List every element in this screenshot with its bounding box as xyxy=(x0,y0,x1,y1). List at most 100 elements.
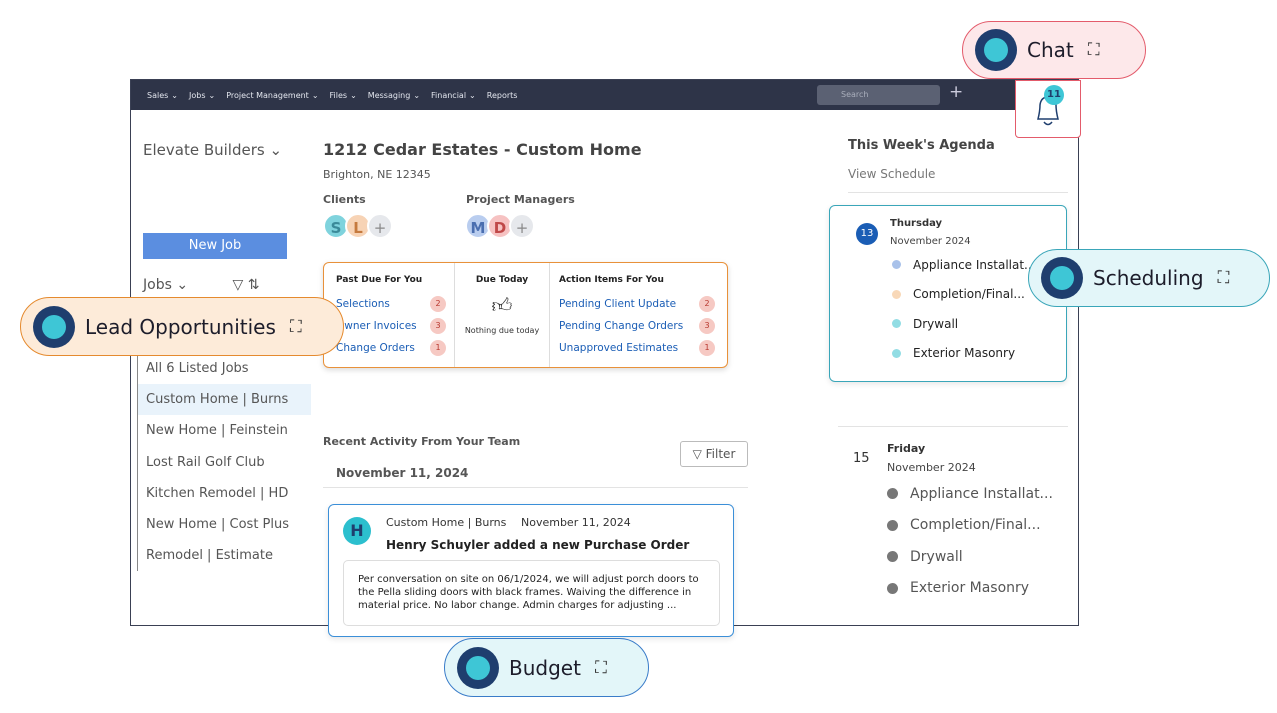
summary-link: Change Orders xyxy=(336,342,415,354)
chat-icon xyxy=(975,29,1017,71)
jobs-label: Jobs xyxy=(143,277,172,293)
notification-count: 11 xyxy=(1044,85,1064,105)
summary-row[interactable]: Owner Invoices 3 xyxy=(336,315,446,337)
add-avatar[interactable]: + xyxy=(367,213,393,239)
nav-item[interactable]: Project Management xyxy=(226,91,318,100)
card-job: Custom Home | Burns xyxy=(386,516,507,529)
agenda-item-label: Drywall xyxy=(913,316,959,331)
status-dot xyxy=(892,289,901,299)
job-item[interactable]: New Home | Cost Plus xyxy=(146,516,290,532)
company-text: Elevate Builders xyxy=(143,141,265,159)
agenda-item[interactable]: Exterior Masonry xyxy=(892,339,1062,369)
agenda-item-label: Completion/Final... xyxy=(913,287,1025,302)
summary-row[interactable]: Change Orders 1 xyxy=(336,337,446,359)
job-title: 1212 Cedar Estates - Custom Home xyxy=(323,140,642,159)
summary-row[interactable]: Pending Change Orders 3 xyxy=(559,315,715,337)
due-today: Due Today 👍︎ Nothing due today xyxy=(454,263,550,367)
card-date: November 11, 2024 xyxy=(521,516,631,529)
budget-badge[interactable]: Budget ⛶ xyxy=(444,638,649,697)
day-number: 13 xyxy=(856,223,878,245)
agenda-item-label: Completion/Final... xyxy=(910,517,1041,534)
activity-card[interactable]: H Custom Home | Burns November 11, 2024 … xyxy=(328,504,734,637)
action-items-title: Action Items For You xyxy=(559,275,664,285)
nav-item[interactable]: Messaging xyxy=(368,91,420,100)
client-avatars: S L + xyxy=(323,213,393,239)
summary-panel: Past Due For You Selections 2 Owner Invoice… xyxy=(323,262,728,368)
agenda-item-label: Exterior Masonry xyxy=(910,580,1030,597)
filter-button[interactable]: ▽ Filter xyxy=(680,441,748,467)
status-dot xyxy=(887,551,898,563)
count-badge: 3 xyxy=(699,318,715,334)
summary-link: Unapproved Estimates xyxy=(559,342,679,354)
job-item[interactable]: All 6 Listed Jobs xyxy=(146,361,249,376)
thumb-icon: 👍︎ xyxy=(491,293,513,317)
agenda-day: 15 Friday November 2024 Appliance Installat… xyxy=(829,432,1067,612)
clients-label: Clients xyxy=(323,193,366,206)
avatar: L xyxy=(345,213,371,239)
job-item[interactable]: Custom Home | Burns xyxy=(138,384,311,416)
add-button[interactable]: + xyxy=(949,82,964,102)
job-item[interactable]: Remodel | Estimate xyxy=(146,548,273,564)
avatar: S xyxy=(323,213,349,239)
status-dot xyxy=(892,319,901,329)
count-badge: 1 xyxy=(430,340,446,356)
action-items: Action Items For You Pending Client Updat… xyxy=(559,263,715,367)
agenda-item[interactable]: Exterior Masonry xyxy=(887,573,1057,605)
company-name[interactable]: Elevate Builders ⌄ xyxy=(143,141,283,159)
nav-item[interactable]: Sales xyxy=(147,91,178,100)
status-dot xyxy=(887,488,898,500)
count-badge: 2 xyxy=(699,296,715,312)
agenda-item[interactable]: Completion/Final... xyxy=(892,280,1062,310)
divider xyxy=(838,426,1068,427)
lead-badge[interactable]: Lead Opportunities ⛶ xyxy=(20,297,344,356)
nav-item[interactable]: Files xyxy=(330,91,357,100)
agenda-item[interactable]: Drywall xyxy=(887,541,1057,573)
agenda-item[interactable]: Appliance Installat... xyxy=(892,250,1062,280)
agenda-item-label: Appliance Installat... xyxy=(910,485,1053,502)
month: November 2024 xyxy=(890,236,971,247)
count-badge: 2 xyxy=(430,296,446,312)
agenda-item-label: Exterior Masonry xyxy=(913,346,1016,361)
summary-link: Owner Invoices xyxy=(336,320,417,332)
avatar: D xyxy=(487,213,513,239)
card-headline: Henry Schuyler added a new Purchase Orde… xyxy=(386,538,690,552)
due-today-text: Nothing due today xyxy=(464,326,540,335)
scheduling-label: Scheduling xyxy=(1093,266,1204,290)
job-item[interactable]: Kitchen Remodel | HD xyxy=(146,485,289,501)
summary-row[interactable]: Unapproved Estimates 1 xyxy=(559,337,715,359)
summary-row[interactable]: Selections 2 xyxy=(336,293,446,315)
new-job-button[interactable]: New Job xyxy=(143,233,287,259)
agenda-item[interactable]: Completion/Final... xyxy=(887,510,1057,542)
nav-item[interactable]: Reports xyxy=(486,90,518,100)
chat-badge[interactable]: Chat ⛶ xyxy=(962,21,1146,79)
month: November 2024 xyxy=(887,461,976,474)
divider xyxy=(848,192,1068,193)
agenda-item[interactable]: Appliance Installat... xyxy=(887,478,1057,510)
status-dot xyxy=(892,348,901,358)
count-badge: 1 xyxy=(699,340,715,356)
jobs-dropdown[interactable]: Jobs ⌄ ▽ ⇅ xyxy=(143,277,260,293)
search-box[interactable]: Search xyxy=(817,85,940,105)
scheduling-badge[interactable]: Scheduling ⛶ xyxy=(1028,249,1270,307)
view-schedule[interactable]: View Schedule xyxy=(848,167,936,181)
weekday: Thursday xyxy=(890,218,943,229)
agenda-item[interactable]: Drywall xyxy=(892,309,1062,339)
agenda-items: Appliance Installat... Completion/Final..… xyxy=(892,250,1062,368)
lead-icon xyxy=(33,305,75,348)
budget-label: Budget xyxy=(509,655,581,680)
activity-date: November 11, 2024 xyxy=(336,466,469,480)
weekday: Friday xyxy=(887,442,926,455)
job-item[interactable]: New Home | Feinstein xyxy=(146,423,288,439)
status-dot xyxy=(887,519,898,531)
nav-item[interactable]: Jobs xyxy=(189,91,215,100)
notification-bell[interactable]: 11 xyxy=(1015,80,1081,138)
agenda-items: Appliance Installat... Completion/Final..… xyxy=(887,478,1057,604)
nav-item[interactable]: Financial xyxy=(431,91,476,100)
add-avatar[interactable]: + xyxy=(509,213,535,239)
count-badge: 3 xyxy=(430,318,446,334)
job-item[interactable]: Lost Rail Golf Club xyxy=(146,454,265,470)
agenda-item-label: Appliance Installat... xyxy=(913,257,1036,272)
summary-row[interactable]: Pending Client Update 2 xyxy=(559,293,715,315)
status-dot xyxy=(892,260,901,270)
agenda-title: This Week's Agenda xyxy=(848,138,995,153)
